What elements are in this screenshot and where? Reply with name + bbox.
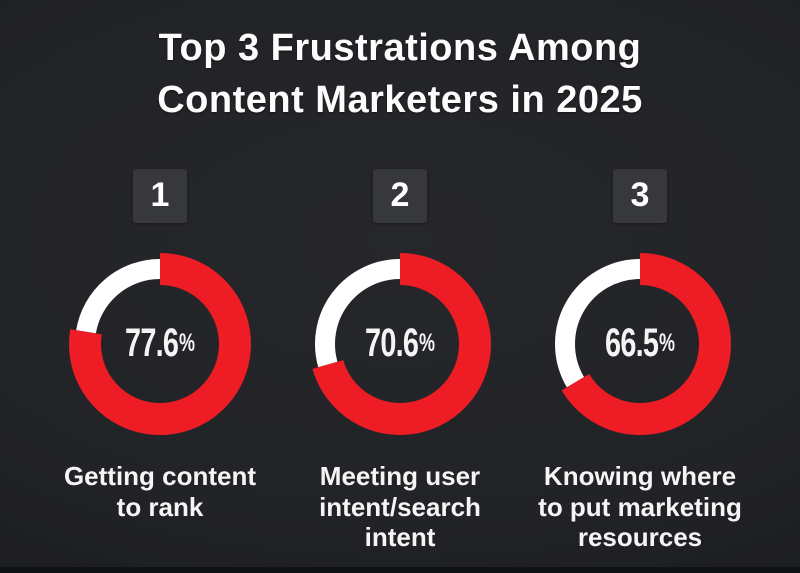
label-line: resources — [577, 522, 703, 553]
percentage-value: 70.6 — [365, 321, 419, 366]
frustration-card-2: 2 70.6% Meeting user intent/search inten… — [280, 168, 520, 553]
rank-badge-3: 3 — [613, 168, 667, 223]
label-line: Meeting user — [319, 460, 481, 491]
page-title-line-1: Top 3 Frustrations Among — [158, 27, 642, 69]
donut-percentage-2: 70.6% — [332, 249, 469, 439]
donut-ring-2 — [312, 252, 491, 435]
donut-percentage-3: 66.5% — [572, 249, 709, 439]
page-title-line-2: Content Marketers in 2025 — [157, 79, 643, 122]
percentage-value: 66.5 — [605, 321, 659, 366]
rank-number: 1 — [150, 176, 170, 215]
donut-ring-1 — [69, 252, 251, 435]
donut-ring-3 — [555, 252, 731, 435]
frustration-label-1: Getting content to rank — [64, 461, 256, 522]
frustration-card-3: 3 66.5% Knowing where to put marketing r… — [520, 168, 760, 553]
rank-badge-1: 1 — [133, 168, 187, 223]
page-title: Top 3 Frustrations Among Content Markete… — [0, 0, 800, 127]
label-line: intent — [364, 522, 436, 553]
charts-row: 1 77.6% Getting content to rank 2 70.6% … — [0, 168, 800, 553]
percentage-value: 77.6 — [125, 321, 179, 366]
donut-percentage-1: 77.6% — [92, 249, 229, 439]
frustration-card-1: 1 77.6% Getting content to rank — [40, 168, 280, 553]
rank-number: 3 — [630, 176, 650, 215]
rank-badge-2: 2 — [373, 168, 427, 223]
label-line: intent/search — [319, 491, 481, 522]
donut-chart-3: 66.5% — [545, 249, 735, 439]
frustration-label-2: Meeting user intent/search intent — [319, 461, 481, 553]
label-line: to rank — [116, 491, 204, 522]
label-line: Knowing where — [543, 460, 737, 491]
percent-sign: % — [178, 329, 195, 358]
percent-sign: % — [658, 329, 675, 358]
frustration-label-3: Knowing where to put marketing resources — [538, 461, 742, 553]
bottom-edge-shadow — [0, 567, 800, 573]
rank-number: 2 — [390, 176, 410, 215]
label-line: to put marketing — [538, 491, 742, 522]
donut-chart-2: 70.6% — [305, 249, 495, 439]
label-line: Getting content — [63, 460, 257, 491]
donut-chart-1: 77.6% — [65, 249, 255, 439]
percent-sign: % — [418, 329, 435, 358]
